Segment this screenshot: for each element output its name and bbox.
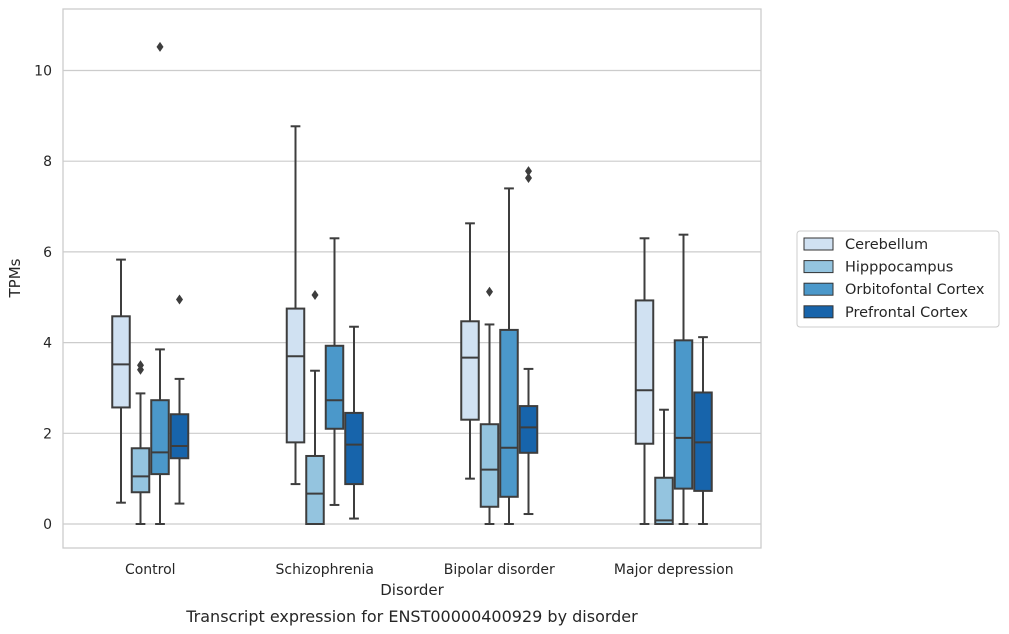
x-axis-title: Disorder — [380, 581, 444, 599]
box-iqr — [344, 411, 364, 486]
box-hipppocampus — [654, 408, 674, 526]
box-iqr — [518, 405, 539, 454]
chart-caption: Transcript expression for ENST0000040092… — [185, 607, 638, 626]
box-iqr — [305, 454, 325, 526]
box-hipppocampus — [130, 360, 151, 525]
box-iqr — [634, 299, 655, 445]
legend-label: Cerebellum — [845, 237, 928, 253]
y-axis-title: TPMs — [6, 258, 24, 298]
plot-area-frame — [62, 8, 762, 549]
box-hipppocampus — [479, 286, 500, 525]
box-prefrontal-cortex — [344, 325, 364, 520]
y-tick-labels: 0 2 4 6 8 10 — [34, 64, 52, 534]
box-iqr — [150, 399, 170, 476]
box-orbitofontal-cortex — [673, 233, 694, 525]
box-iqr — [499, 328, 519, 498]
x-tick-label: Control — [125, 562, 176, 578]
x-tick-label: Major depression — [614, 562, 734, 578]
box-orbitofontal-cortex — [324, 237, 345, 506]
legend-label: Hipppocampus — [845, 260, 953, 276]
box-iqr — [460, 320, 480, 421]
box-orbitofontal-cortex — [150, 41, 170, 525]
y-tick-label: 0 — [43, 517, 52, 533]
box-cerebellum — [634, 237, 655, 525]
outlier-point — [525, 172, 532, 183]
x-tick-label: Bipolar disorder — [444, 562, 555, 578]
box-orbitofontal-cortex — [499, 187, 519, 525]
legend-swatch — [803, 282, 834, 296]
outlier-point — [156, 41, 164, 52]
legend-label: Orbitofontal Cortex — [845, 282, 985, 298]
y-tick-label: 6 — [43, 245, 52, 261]
boxes — [111, 41, 713, 526]
legend-swatch — [803, 260, 834, 274]
box-prefrontal-cortex — [169, 294, 190, 505]
box-iqr — [111, 315, 131, 409]
outlier-point — [525, 166, 532, 177]
outlier-point — [176, 294, 183, 305]
legend-swatch — [803, 305, 834, 319]
y-tick-label: 2 — [43, 426, 52, 442]
box-prefrontal-cortex — [693, 336, 713, 525]
x-tick-label: Schizophrenia — [276, 562, 374, 578]
y-tick-label: 10 — [34, 64, 52, 80]
box-iqr — [673, 339, 694, 490]
legend-frame — [796, 230, 1000, 328]
outlier-point — [311, 289, 319, 300]
box-cerebellum — [111, 258, 131, 504]
box-iqr — [324, 344, 345, 430]
box-cerebellum — [460, 222, 480, 480]
y-tick-label: 4 — [43, 336, 52, 352]
box-iqr — [169, 413, 190, 460]
legend-label: Prefrontal Cortex — [845, 305, 968, 321]
legend: Cerebellum Hipppocampus Orbitofontal Corte… — [796, 230, 1000, 328]
box-prefrontal-cortex — [518, 166, 539, 516]
y-tick-label: 8 — [43, 154, 52, 170]
legend-swatch — [803, 237, 834, 251]
box-iqr — [285, 307, 306, 444]
box-cerebellum — [285, 125, 306, 486]
x-tick-labels: Control Schizophrenia Bipolar disorder Majo… — [125, 562, 734, 578]
outlier-point — [486, 286, 493, 297]
box-iqr — [479, 423, 500, 508]
box-hipppocampus — [305, 289, 325, 526]
outlier-point — [137, 360, 144, 371]
box-iqr — [130, 447, 151, 494]
box-iqr — [654, 476, 674, 526]
